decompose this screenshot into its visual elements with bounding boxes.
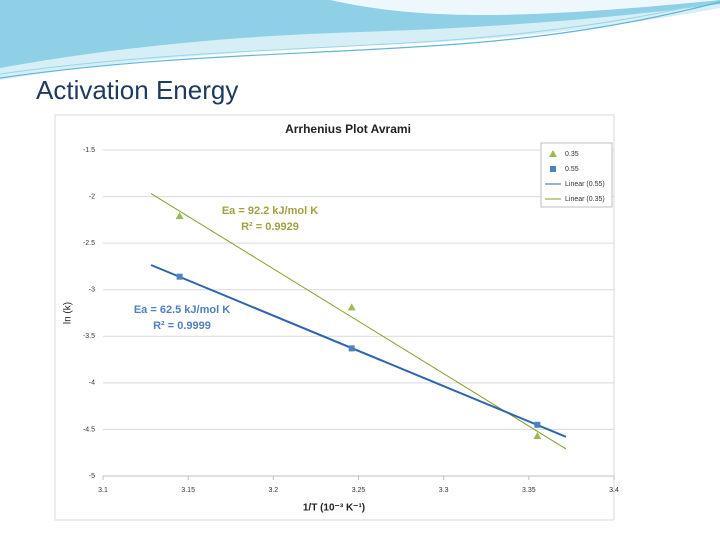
trendline [150,264,567,438]
y-tick-label: -3 [89,287,95,294]
point [175,212,184,220]
legend-label: Linear (0.35) [565,196,605,203]
x-tick-label: 3.25 [352,487,366,494]
legend-label: 0.35 [565,151,579,158]
annotation: R² = 0.9929 [241,221,299,233]
point [176,273,183,280]
chart-frame [54,114,615,521]
point [534,421,541,428]
y-tick-label: -2.5 [83,240,95,247]
x-tick-label: 3.3 [439,487,449,494]
x-tick-label: 3.4 [609,487,619,494]
x-tick-label: 3.15 [181,487,195,494]
y-tick-label: -3.5 [83,333,95,340]
y-tick-label: -1.5 [83,147,95,154]
legend-marker [549,150,557,157]
annotation: Ea = 62.5 kJ/mol K [134,304,230,316]
y-tick-label: -2 [89,193,95,200]
legend-label: 0.55 [565,166,579,173]
point [533,431,542,439]
legend-label: Linear (0.55) [565,181,605,188]
x-tick-label: 3.1 [98,487,108,494]
y-axis-label: ln (k) [63,302,74,324]
header-decoration [0,0,720,80]
y-tick-label: -5 [89,473,95,480]
trendline [150,193,567,450]
x-tick-label: 3.2 [268,487,278,494]
slide-title: Activation Energy [36,75,238,105]
annotation: R² = 0.9999 [153,320,211,332]
point [347,303,356,311]
y-tick-label: -4.5 [83,426,95,433]
y-tick-label: -4 [89,380,95,387]
x-axis-label: 1/T (10⁻³ K⁻¹) [303,503,365,514]
chart-title: Arrhenius Plot Avrami [285,122,411,136]
annotation: Ea = 92.2 kJ/mol K [222,205,318,217]
legend-marker [550,166,556,172]
point [348,345,355,352]
x-tick-label: 3.35 [522,487,536,494]
